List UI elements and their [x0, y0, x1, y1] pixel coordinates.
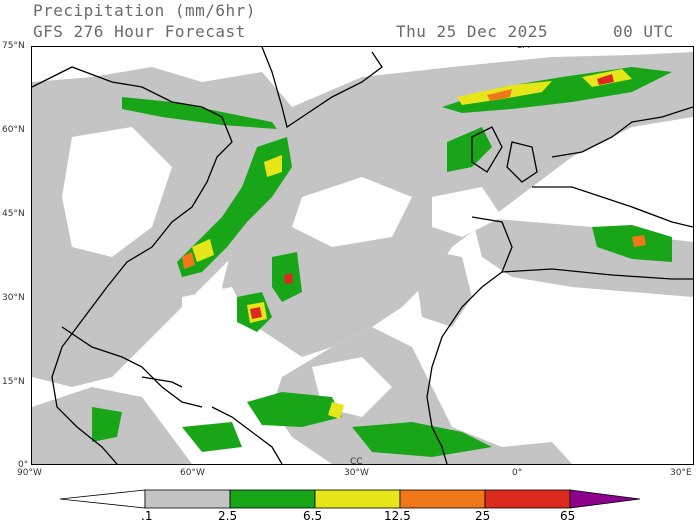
lon-label-0: 0° — [512, 468, 523, 478]
colorbar-band-3 — [399, 489, 486, 509]
colorbar-low-arrow — [59, 489, 146, 509]
lat-label-60n: 60°N — [2, 125, 25, 135]
map-small-label-cc: CC — [350, 457, 363, 465]
lat-label-30n: 30°N — [2, 293, 25, 303]
colorbar-label-0: .1 — [141, 509, 153, 523]
valid-date: Thu 25 Dec 2025 — [396, 22, 548, 41]
colorbar-band-1 — [229, 489, 316, 509]
colorbar-label-1: 2.5 — [218, 509, 238, 523]
lat-label-15n: 15°N — [2, 377, 25, 387]
colorbar-band-0 — [144, 489, 231, 509]
lon-label-30e: 30°E — [670, 468, 692, 478]
lat-label-eq: 0° — [18, 460, 29, 470]
lat-label-75n: 75°N — [2, 41, 25, 51]
colorbar-band-4 — [484, 489, 571, 509]
map-small-label-cm: CM — [516, 46, 531, 51]
precip-colorbar — [59, 489, 641, 509]
valid-time: 00 UTC — [613, 22, 674, 41]
colorbar-label-4: 25 — [475, 509, 491, 523]
precipitation-map: CM CC — [31, 46, 694, 465]
lat-label-45n: 45°N — [2, 209, 25, 219]
lon-label-90w: 90°W — [17, 468, 42, 478]
colorbar-label-5: 65 — [560, 509, 576, 523]
lon-label-60w: 60°W — [180, 468, 205, 478]
intense-precip-layer — [182, 74, 646, 319]
lon-label-30w: 30°W — [344, 468, 369, 478]
colorbar-band-2 — [314, 489, 401, 509]
forecast-subtitle: GFS 276 Hour Forecast — [33, 22, 246, 41]
colorbar-label-2: 6.5 — [303, 509, 323, 523]
map-title: Precipitation (mm/6hr) — [33, 1, 256, 20]
coastlines — [32, 47, 693, 464]
colorbar-label-3: 12.5 — [384, 509, 411, 523]
colorbar-high-arrow — [569, 489, 641, 509]
